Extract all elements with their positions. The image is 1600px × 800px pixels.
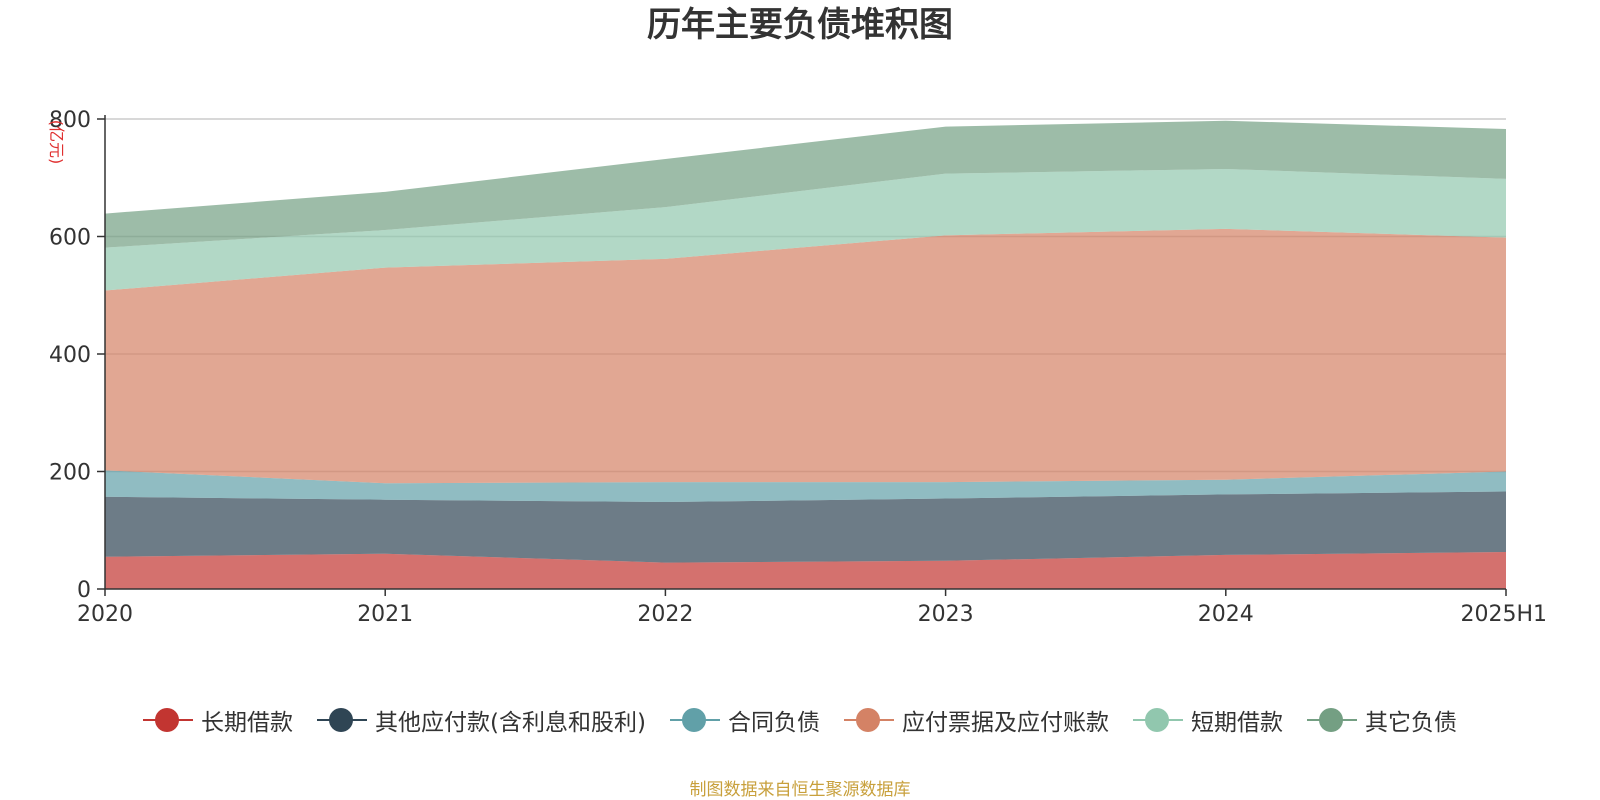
legend-marker-icon: [1132, 707, 1183, 733]
y-tick-label: 600: [49, 226, 91, 251]
y-tick-label: 800: [49, 108, 91, 133]
area-series-3: [105, 470, 1506, 503]
area-series-4: [105, 228, 1506, 484]
area-series-6: [105, 120, 1506, 248]
area-series-1: [105, 551, 1506, 589]
y-tick-label: 0: [77, 578, 91, 603]
x-tick-label: 2023: [918, 602, 974, 627]
x-tick-label: 2025H1: [1460, 602, 1547, 627]
legend-label: 应付票据及应付账款: [901, 710, 1109, 736]
legend-label: 长期借款: [201, 710, 294, 736]
legend: 长期借款 其他应付款(含利息和股利) 合同负债 应付票据及应付账款 短期借款 其它负债: [0, 700, 1600, 740]
legend-item-4[interactable]: 应付票据及应付账款: [843, 703, 1109, 737]
legend-label: 短期借款: [1190, 710, 1283, 736]
x-tick-label: 2022: [637, 602, 693, 627]
source-note: 制图数据来自恒生聚源数据库: [689, 780, 911, 800]
legend-marker-icon: [1306, 707, 1357, 733]
legend-marker-icon: [143, 707, 194, 733]
area-series-group: [105, 120, 1506, 589]
y-tick-label: 400: [49, 343, 91, 368]
y-axis-label: (亿元): [47, 120, 66, 165]
legend-marker-icon: [317, 707, 368, 733]
legend-marker-icon: [669, 707, 720, 733]
y-tick-label: 200: [49, 461, 91, 486]
legend-item-3[interactable]: 合同负债: [669, 703, 820, 737]
legend-item-1[interactable]: 长期借款: [143, 703, 293, 737]
legend-item-2[interactable]: 其他应付款(含利息和股利): [317, 703, 646, 737]
chart-title: 历年主要负债堆积图: [647, 5, 953, 45]
x-tick-label: 2021: [357, 602, 413, 627]
legend-item-5[interactable]: 短期借款: [1132, 703, 1283, 737]
area-series-5: [105, 168, 1506, 291]
legend-label: 合同负债: [727, 710, 820, 736]
x-tick-label: 2024: [1198, 602, 1254, 627]
axes: 0 200 400 600 800 2020 2021 2022 2023 2024 2025H1 (…: [47, 108, 1547, 627]
legend-label: 其它负债: [1364, 710, 1457, 736]
legend-label: 其他应付款(含利息和股利): [375, 710, 646, 736]
legend-marker-icon: [843, 707, 894, 733]
x-tick-label: 2020: [77, 602, 133, 627]
legend-item-6[interactable]: 其它负债: [1306, 703, 1457, 737]
area-series-2: [105, 491, 1506, 563]
